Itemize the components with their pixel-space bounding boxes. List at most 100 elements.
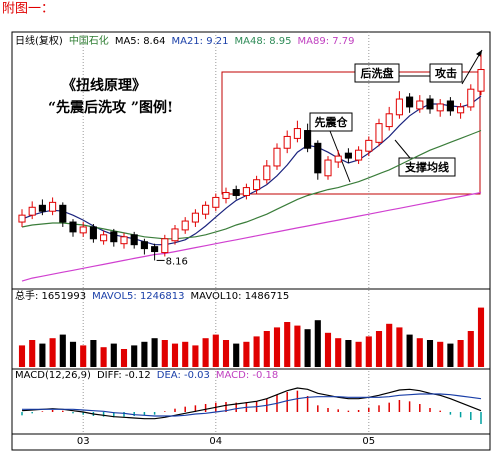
candle-body — [222, 192, 230, 199]
volume-bar — [304, 329, 311, 367]
volume-bar — [396, 327, 403, 367]
annotation: 《扭线原理》 — [62, 77, 146, 94]
volume-bar — [355, 341, 362, 367]
candle-body — [140, 241, 148, 250]
pointer-arrow — [461, 49, 483, 85]
candle-body — [38, 204, 46, 212]
volume-bar — [324, 332, 332, 367]
volume-bar — [202, 338, 209, 367]
volume-bar — [416, 338, 423, 367]
candle-body — [253, 179, 261, 191]
volume-bar — [284, 322, 291, 367]
candle-body — [304, 130, 312, 149]
volume-bar — [273, 327, 281, 367]
candle-body — [151, 246, 159, 253]
candle-body — [181, 220, 189, 231]
candle-body — [79, 226, 87, 234]
candle-body — [426, 98, 434, 110]
candle-body — [436, 103, 444, 112]
candle-body — [171, 228, 179, 242]
volume-bar — [18, 345, 26, 367]
diff-line — [21, 387, 482, 420]
candle-body — [395, 98, 403, 116]
volume-bar — [365, 336, 372, 367]
frame — [11, 31, 491, 451]
volume-bar — [314, 320, 321, 367]
header-label: MACD(12,26,9) — [15, 370, 91, 381]
header-label: MA89: 7.79 — [298, 36, 355, 47]
volume-bar — [120, 349, 128, 367]
candle-body — [18, 214, 26, 223]
volume-bar — [212, 334, 219, 367]
annotation: 支撑均线 — [404, 160, 449, 174]
volume-bar — [467, 331, 474, 367]
volume-bar — [406, 334, 413, 367]
volume-bar — [243, 341, 250, 367]
volume-bar — [151, 338, 158, 367]
volume-bar — [29, 340, 36, 367]
volume-bar — [141, 341, 148, 367]
volume-bar — [110, 343, 117, 367]
candle-body — [28, 206, 36, 216]
candle-body — [283, 135, 291, 149]
candle-body — [457, 106, 465, 114]
candle-body — [89, 226, 97, 240]
candle-body — [293, 128, 301, 139]
label-box — [309, 112, 353, 132]
label-box — [429, 63, 463, 83]
volume-bar — [457, 340, 464, 367]
volume-bar — [426, 340, 434, 367]
candle-body — [324, 159, 332, 177]
candle-body — [344, 152, 352, 159]
candle-body — [202, 204, 210, 215]
candle-body — [355, 149, 363, 161]
highlight-box — [221, 71, 481, 195]
candle-body — [191, 212, 199, 223]
candle-body — [49, 201, 57, 212]
header-label: MA21: 9.21 — [171, 36, 228, 47]
dea-line — [22, 393, 482, 417]
candle-body — [314, 142, 322, 174]
annotation: 先震仓 — [315, 115, 349, 129]
candle-body — [365, 139, 373, 152]
volume-bar — [100, 347, 107, 367]
header-label: MA5: 8.64 — [115, 36, 166, 47]
volume-bar — [447, 343, 454, 367]
header-label: DIFF: -0.12 — [97, 370, 151, 381]
header-label: MA48: 8.95 — [234, 36, 291, 47]
candle-body — [477, 69, 485, 92]
header-label: MAVOL10: 1486715 — [190, 291, 289, 302]
volume-bar — [80, 345, 87, 367]
volume-bar — [477, 307, 485, 367]
candle-body — [416, 100, 424, 110]
volume-bar — [375, 331, 383, 367]
candle-body — [212, 196, 220, 208]
candle-body — [385, 113, 393, 128]
volume-bar — [131, 345, 138, 367]
volume-bar — [39, 343, 46, 367]
volume-bar — [161, 340, 168, 367]
candle-body — [110, 231, 118, 243]
volume-bar — [233, 343, 240, 367]
x-tick-label: 03 — [77, 436, 90, 447]
volume-bar — [253, 336, 260, 367]
volume-bar — [59, 334, 66, 367]
ma-line — [21, 191, 482, 282]
candle-body — [130, 234, 138, 246]
header-label: 总手: 1651993 — [15, 289, 86, 302]
header-label: MACD: -0.18 — [216, 370, 278, 381]
annotation: 后洗盘 — [361, 66, 394, 80]
volume-bar — [386, 323, 393, 367]
annotation: 攻击 — [435, 66, 457, 80]
candle-body — [406, 96, 414, 108]
candle-body — [263, 165, 271, 181]
candle-body — [100, 234, 108, 242]
header-label: 日线(复权) — [15, 34, 63, 47]
label-box — [354, 63, 400, 83]
ma-line — [21, 129, 482, 240]
candle-body — [161, 238, 169, 254]
volume-bar — [222, 340, 230, 367]
candle-body — [273, 147, 281, 167]
volume-bar — [69, 341, 77, 367]
